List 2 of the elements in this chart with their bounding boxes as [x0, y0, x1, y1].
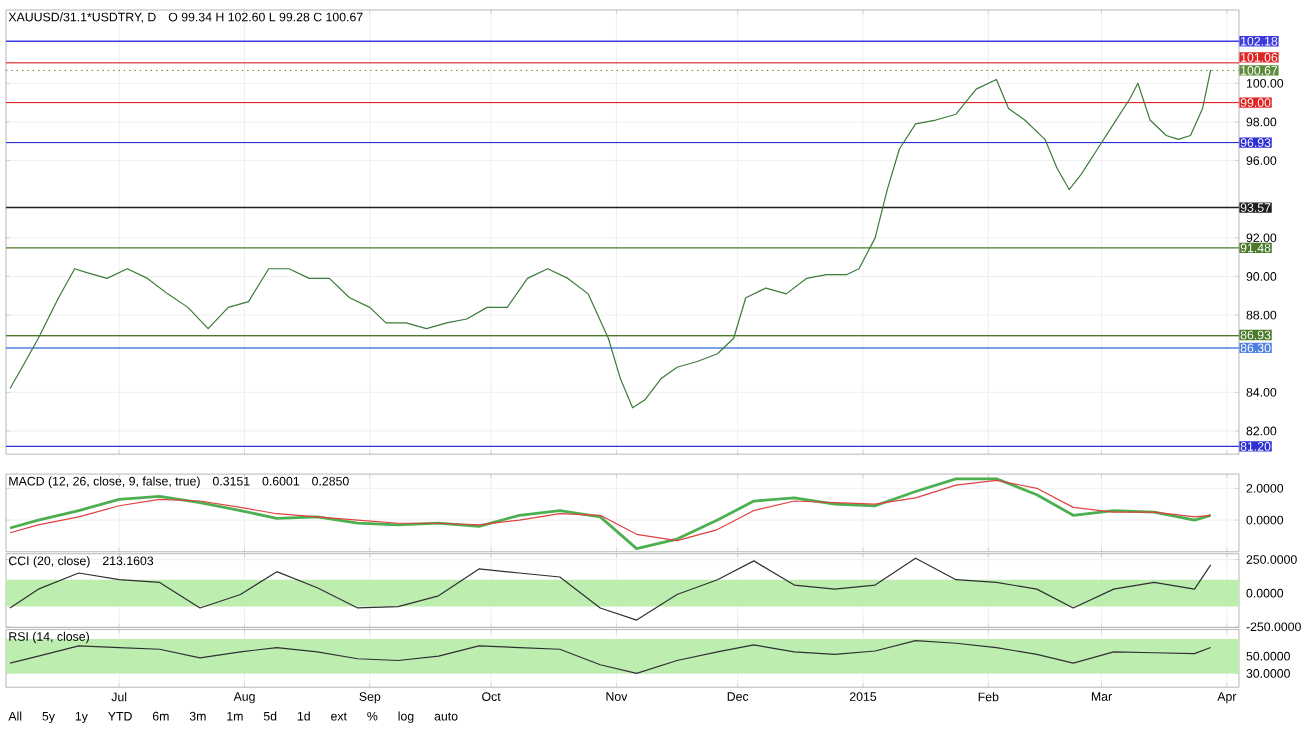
line-series — [9, 558, 1212, 622]
line-series — [9, 69, 1212, 409]
